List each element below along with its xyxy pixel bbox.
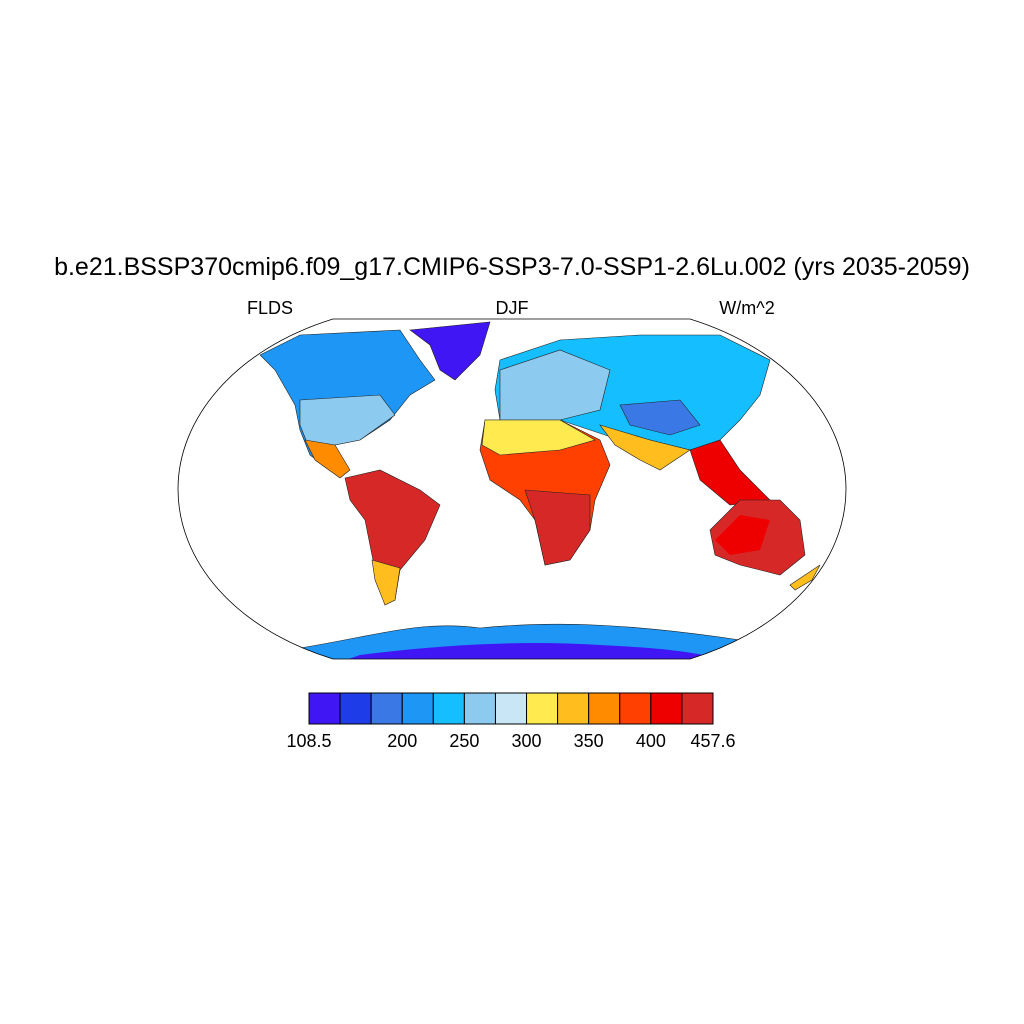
title: b.e21.BSSP370cmip6.f09_g17.CMIP6-SSP3-7.… xyxy=(54,253,970,281)
colorbar-box xyxy=(494,692,528,725)
colorbar-label: 350 xyxy=(574,731,604,751)
colorbar-box xyxy=(401,692,434,725)
colorbar-label: 250 xyxy=(449,731,479,751)
map xyxy=(177,318,847,660)
season-label: DJF xyxy=(496,298,529,318)
colorbar-label: 457.6 xyxy=(690,731,735,751)
map-border xyxy=(177,318,847,660)
colorbar-label: 400 xyxy=(636,731,666,751)
colorbar-box xyxy=(432,692,465,725)
colorbar-label: 300 xyxy=(512,731,542,751)
colorbar-box xyxy=(588,692,621,725)
colorbar-box xyxy=(619,692,652,725)
variable-label: FLDS xyxy=(247,298,293,318)
colorbar-box xyxy=(526,692,559,725)
colorbar-box xyxy=(463,692,496,725)
colorbar-box xyxy=(681,692,714,725)
colorbar-box xyxy=(339,692,372,725)
colorbar-box xyxy=(308,692,341,725)
colorbar-box xyxy=(557,692,590,725)
colorbar-label: 108.5 xyxy=(286,731,331,751)
colorbar-box xyxy=(650,692,683,725)
colorbar-box xyxy=(370,692,403,725)
colorbar-label: 200 xyxy=(387,731,417,751)
colorbar: 108.5 200 250 300 350 400 457.6 xyxy=(286,692,736,751)
units-label: W/m^2 xyxy=(719,298,774,318)
